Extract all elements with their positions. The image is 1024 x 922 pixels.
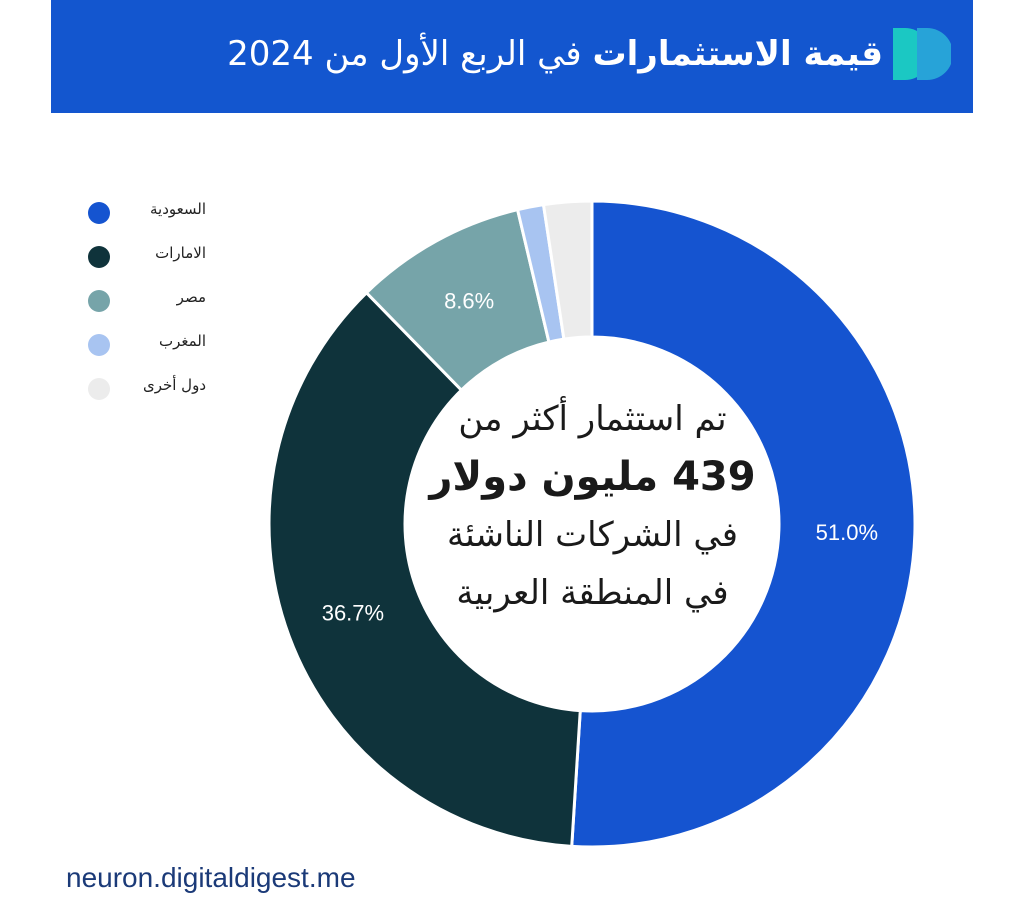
legend-swatch xyxy=(88,202,110,224)
legend-label: المغرب xyxy=(158,332,206,350)
center-amount: 439 مليون دولار xyxy=(429,454,756,500)
page-title-bold: قيمة الاستثمارات xyxy=(592,34,883,74)
legend-item: مصر xyxy=(80,284,220,328)
page-title: قيمة الاستثمارات في الربع الأول من 2024 xyxy=(227,28,883,80)
donut-slice xyxy=(570,199,917,849)
center-line: في المنطقة العربية xyxy=(456,573,729,613)
slice-label: 51.0% xyxy=(816,520,878,545)
slice-label: 8.6% xyxy=(444,289,494,314)
legend-item: دول أخرى xyxy=(80,372,220,416)
footer-url: neuron.digitaldigest.me xyxy=(66,862,356,893)
center-line: في الشركات الناشئة xyxy=(446,515,739,555)
legend-swatch xyxy=(88,378,110,400)
center-line: تم استثمار أكثر من xyxy=(458,399,727,439)
legend-label: دول أخرى xyxy=(142,376,206,394)
logo-icon xyxy=(893,28,951,80)
page-title-rest: في الربع الأول من 2024 xyxy=(227,34,582,74)
legend-label: السعودية xyxy=(149,200,206,218)
legend-label: مصر xyxy=(176,288,206,306)
chart-center-text: تم استثمار أكثر من 439 مليون دولار في ال… xyxy=(405,390,780,622)
legend-swatch xyxy=(88,290,110,312)
legend-item: السعودية xyxy=(80,196,220,240)
legend-swatch xyxy=(88,334,110,356)
legend-swatch xyxy=(88,246,110,268)
donut-slice xyxy=(267,290,582,848)
legend-item: الامارات xyxy=(80,240,220,284)
header-banner: قيمة الاستثمارات في الربع الأول من 2024 xyxy=(51,0,973,113)
donut-slice xyxy=(541,199,594,341)
legend-item: المغرب xyxy=(80,328,220,372)
chart-legend: السعودية الامارات مصر المغرب دول أخرى xyxy=(80,196,220,416)
legend-label: الامارات xyxy=(155,244,206,262)
slice-label: 36.7% xyxy=(322,601,384,626)
